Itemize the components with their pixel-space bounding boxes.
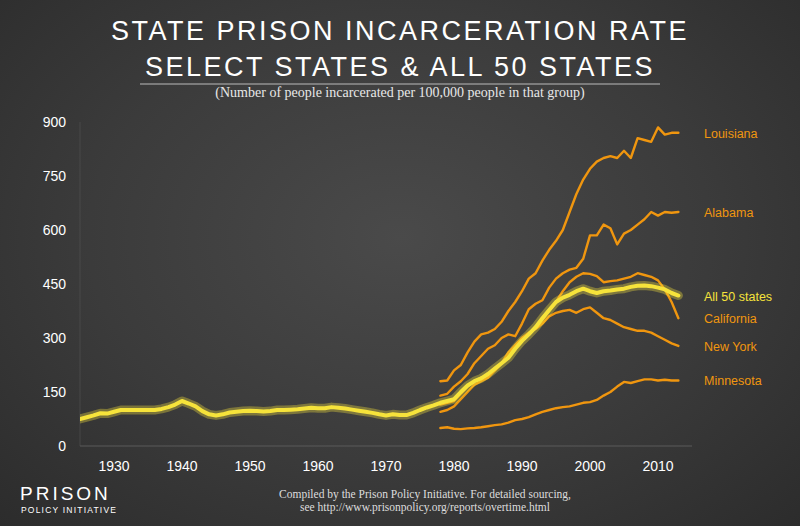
series-line <box>440 307 678 404</box>
series-glow <box>80 285 678 419</box>
logo-text: PRISON <box>20 483 111 504</box>
y-tick-label: 0 <box>58 438 66 454</box>
x-tick-label: 1960 <box>302 458 333 474</box>
title: SELECT STATES & ALL 50 STATES <box>145 52 655 82</box>
series-label: Minnesota <box>704 374 762 388</box>
series-line <box>440 379 678 429</box>
series-label: California <box>704 312 757 326</box>
source-note: see http://www.prisonpolicy.org/reports/… <box>300 501 550 514</box>
x-tick-label: 1990 <box>506 458 537 474</box>
x-axis-line <box>80 446 692 447</box>
x-tick-label: 1950 <box>234 458 265 474</box>
title: STATE PRISON INCARCERATION RATE <box>111 16 689 46</box>
x-tick-label: 1980 <box>438 458 469 474</box>
y-tick-label: 450 <box>43 276 67 292</box>
logo-text: POLICY INITIATIVE <box>21 505 117 515</box>
series-labels: Louisiana Alabama California New York Minnes… <box>704 127 772 389</box>
subtitle: (Number of people incarcerated per 100,0… <box>215 85 585 101</box>
series-line <box>80 285 678 419</box>
y-tick-label: 150 <box>43 384 67 400</box>
x-tick-label: 1930 <box>98 458 129 474</box>
y-tick-label: 750 <box>43 168 67 184</box>
x-tick-label: 2010 <box>642 458 673 474</box>
chart: STATE PRISON INCARCERATION RATE SELECT ST… <box>0 0 800 526</box>
y-tick-label: 300 <box>43 330 67 346</box>
x-tick-label: 1970 <box>370 458 401 474</box>
y-tick-label: 600 <box>43 222 67 238</box>
series-label: Alabama <box>704 206 753 220</box>
series-label: Louisiana <box>704 127 758 141</box>
y-tick-label: 900 <box>43 114 67 130</box>
x-tick-label: 2000 <box>574 458 605 474</box>
source-note: Compiled by the Prison Policy Initiative… <box>279 488 571 501</box>
series-line <box>440 273 678 412</box>
y-axis-line <box>80 122 81 446</box>
series-label: New York <box>704 340 758 354</box>
plot-area <box>80 127 678 429</box>
x-tick-label: 1940 <box>166 458 197 474</box>
series-label: All 50 states <box>704 290 772 304</box>
series-line <box>440 127 678 381</box>
